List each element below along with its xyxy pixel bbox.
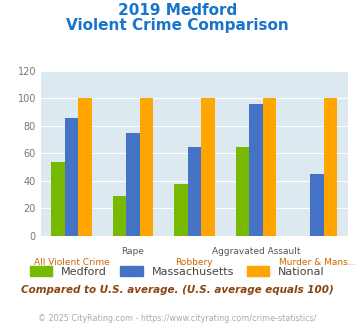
Bar	[126, 133, 140, 236]
Bar	[324, 98, 338, 236]
Bar	[113, 196, 126, 236]
Bar	[235, 147, 249, 236]
Bar	[51, 162, 65, 236]
Legend: Medford, Massachusetts, National: Medford, Massachusetts, National	[26, 261, 329, 281]
Bar	[140, 98, 153, 236]
Text: Rape: Rape	[121, 247, 144, 255]
Bar	[78, 98, 92, 236]
Bar	[65, 118, 78, 236]
Bar	[263, 98, 276, 236]
Bar	[201, 98, 215, 236]
Text: 2019 Medford: 2019 Medford	[118, 3, 237, 18]
Bar	[174, 184, 187, 236]
Text: Compared to U.S. average. (U.S. average equals 100): Compared to U.S. average. (U.S. average …	[21, 285, 334, 295]
Text: Murder & Mans...: Murder & Mans...	[279, 258, 355, 267]
Text: All Violent Crime: All Violent Crime	[34, 258, 109, 267]
Text: Aggravated Assault: Aggravated Assault	[212, 247, 300, 255]
Bar	[310, 174, 324, 236]
Text: Violent Crime Comparison: Violent Crime Comparison	[66, 18, 289, 33]
Bar	[187, 147, 201, 236]
Bar	[249, 104, 263, 236]
Text: Robbery: Robbery	[176, 258, 213, 267]
Text: © 2025 CityRating.com - https://www.cityrating.com/crime-statistics/: © 2025 CityRating.com - https://www.city…	[38, 314, 317, 323]
